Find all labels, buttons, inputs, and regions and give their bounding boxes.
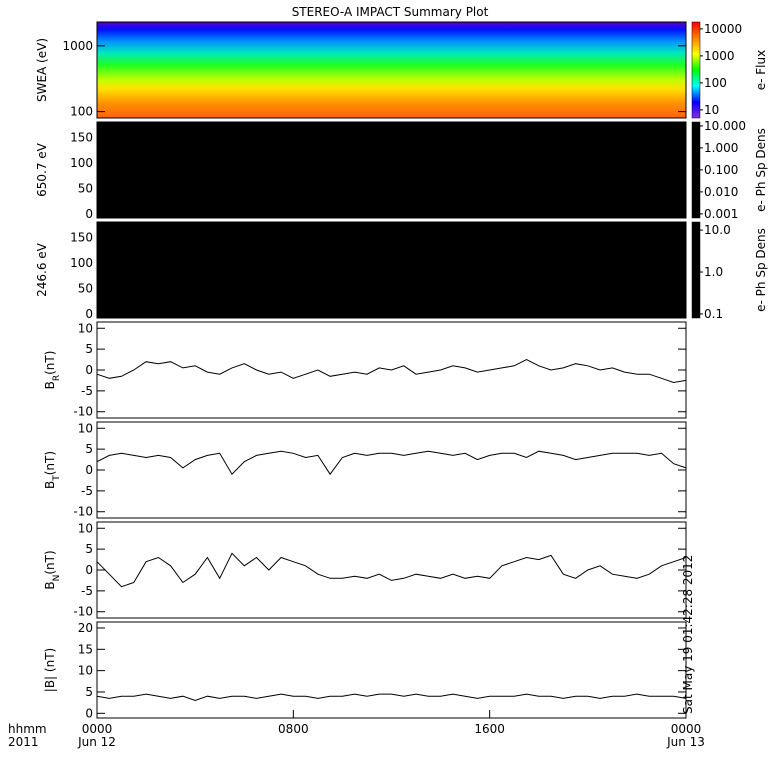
y-axis-label: SWEA (eV) [35, 38, 49, 102]
plot-title: STEREO-A IMPACT Summary Plot [292, 5, 489, 19]
spectrogram-empty [97, 122, 686, 218]
y-tick-label: -10 [73, 605, 93, 619]
y-label-main: B [43, 581, 57, 589]
y-label-sub: T [52, 475, 62, 482]
colorbar-tick-label: 0.100 [704, 163, 738, 177]
colorbar [691, 221, 701, 319]
panel-frame [96, 621, 687, 719]
field-line [96, 693, 687, 702]
y-tick-label: 0 [85, 563, 93, 577]
y-axis-label: BR(nT) [43, 351, 62, 390]
y-axis-label: BN(nT) [43, 550, 62, 589]
y-label-unit: (nT) [43, 451, 57, 475]
y-tick-label: -5 [81, 584, 93, 598]
colorbar [691, 21, 701, 119]
y-tick-label: 150 [70, 130, 93, 144]
y-tick-label: 0 [85, 307, 93, 321]
y-tick-label: 1000 [62, 39, 93, 53]
y-tick-label: 100 [70, 256, 93, 270]
colorbar-tick-label: 10.000 [704, 119, 746, 133]
y-label-main: 246.6 eV [35, 242, 49, 297]
colorbar-tick-label: 1.000 [704, 141, 738, 155]
y-label-main: B [43, 381, 57, 389]
y-tick-label: 0 [85, 463, 93, 477]
x-date-label: Jun 12 [77, 735, 116, 749]
y-tick-label: 10 [78, 421, 93, 435]
colorbar-tick-label: 10 [704, 103, 719, 117]
x-date-label: Jun 13 [666, 735, 705, 749]
y-label-unit: (nT) [43, 351, 57, 375]
panel-frame [96, 121, 687, 219]
field-line [96, 359, 687, 384]
y-label-main: 650.7 eV [35, 142, 49, 197]
y-tick-label: 50 [78, 281, 93, 295]
colorbar-tick-label: 10.0 [704, 223, 731, 237]
panel-frame [96, 21, 687, 119]
y-label-sub: N [52, 575, 62, 582]
y-tick-label: -10 [73, 405, 93, 419]
y-tick-label: 15 [78, 642, 93, 656]
y-tick-label: -5 [81, 484, 93, 498]
colorbar-tick-label: 100 [704, 76, 727, 90]
colorbar-label: e- Flux [754, 50, 768, 90]
y-tick-label: -10 [73, 505, 93, 519]
y-tick-label: 5 [85, 342, 93, 356]
y-tick-label: 150 [70, 230, 93, 244]
x-tick-label: 1600 [474, 722, 505, 736]
y-tick-label: 100 [70, 156, 93, 170]
y-tick-label: 0 [85, 706, 93, 720]
colorbar-label: e- Ph Sp Dens [754, 228, 768, 312]
x-tick-label: 0000 [82, 722, 113, 736]
y-tick-label: 0 [85, 363, 93, 377]
spectrogram-empty [97, 222, 686, 318]
spectrogram [97, 22, 686, 118]
x-axis-caption: hhmm [8, 722, 47, 736]
y-tick-label: -5 [81, 384, 93, 398]
x-tick-label: 0000 [671, 722, 702, 736]
y-tick-label: 10 [78, 664, 93, 678]
timestamp: Sat May 19 01:42:28 2012 [681, 555, 695, 714]
colorbar-tick-label: 0.010 [704, 185, 738, 199]
y-tick-label: 5 [85, 442, 93, 456]
y-axis-label: 246.6 eV [35, 242, 49, 297]
colorbar-tick-label: 1.0 [704, 265, 723, 279]
y-tick-label: 5 [85, 542, 93, 556]
y-tick-label: 10 [78, 521, 93, 535]
x-tick-label: 0800 [278, 722, 309, 736]
y-axis-label: BT(nT) [43, 451, 62, 489]
field-line [96, 552, 687, 588]
colorbar [691, 121, 701, 219]
colorbar-tick-label: 1000 [704, 49, 735, 63]
y-label-main: SWEA (eV) [35, 38, 49, 102]
y-axis-label: 650.7 eV [35, 142, 49, 197]
y-axis-label: |B| (nT) [43, 648, 57, 692]
colorbar-tick-label: 0.001 [704, 207, 738, 221]
y-tick-label: 10 [78, 321, 93, 335]
y-label-unit: (nT) [43, 550, 57, 574]
y-label-main: B [43, 481, 57, 489]
y-tick-label: 0 [85, 207, 93, 221]
y-tick-label: 50 [78, 181, 93, 195]
y-label-sub: R [52, 375, 62, 381]
colorbar-label: e- Ph Sp Dens [754, 128, 768, 212]
colorbar-tick-label: 0.1 [704, 307, 723, 321]
x-axis-caption: 2011 [8, 735, 39, 749]
y-label-main: |B| (nT) [43, 648, 57, 692]
y-tick-label: 5 [85, 685, 93, 699]
panel-frame [96, 221, 687, 319]
y-tick-label: 100 [70, 105, 93, 119]
colorbar-tick-label: 10000 [704, 22, 742, 36]
field-line [96, 450, 687, 476]
y-tick-label: 20 [78, 621, 93, 635]
